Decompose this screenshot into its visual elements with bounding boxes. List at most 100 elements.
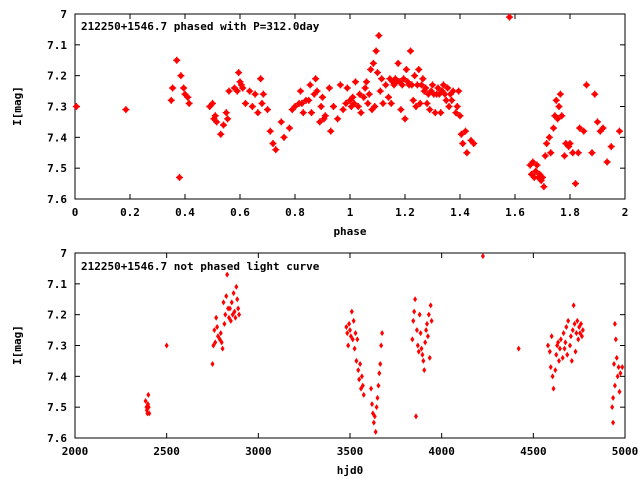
data-point (211, 112, 219, 120)
data-point (354, 103, 362, 110)
data-point (359, 373, 364, 380)
data-point (434, 84, 442, 92)
data-point (225, 87, 233, 95)
data-point (576, 336, 581, 343)
data-point (423, 339, 428, 346)
data-point (576, 124, 584, 132)
data-point (254, 109, 262, 117)
data-point (459, 140, 467, 147)
unphased-x-tick-label: 3500 (337, 445, 364, 458)
data-point (554, 351, 559, 358)
data-point (377, 370, 382, 377)
data-point (556, 339, 561, 346)
data-point (539, 173, 546, 181)
data-point (259, 90, 267, 98)
data-point (378, 361, 383, 367)
phased-x-tick-label: 1.8 (560, 206, 580, 219)
data-point (361, 84, 369, 92)
data-point (424, 327, 429, 334)
phased-x-tick-label: 2 (622, 206, 629, 219)
data-point (72, 103, 80, 110)
data-point (463, 149, 471, 157)
data-point (224, 115, 232, 123)
data-point (616, 127, 623, 135)
data-point (363, 78, 370, 86)
data-point (533, 161, 541, 169)
data-point (367, 66, 375, 73)
data-point (612, 361, 616, 367)
data-point (357, 376, 362, 383)
data-point (599, 124, 607, 132)
data-point (455, 87, 463, 95)
data-point (572, 320, 577, 327)
data-point (213, 339, 218, 346)
data-point (312, 75, 320, 83)
data-point (564, 324, 569, 330)
data-point (552, 96, 560, 104)
data-point (569, 357, 574, 364)
unphased-chart-title: 212250+1546.7 not phased light curve (81, 260, 320, 273)
data-point (371, 103, 379, 110)
data-point (556, 90, 564, 98)
data-point (353, 330, 358, 337)
data-point (453, 103, 461, 110)
unphased-x-tick-label: 2500 (153, 445, 180, 458)
data-point (379, 99, 387, 107)
data-point (147, 410, 152, 417)
data-point (220, 121, 227, 129)
data-point (565, 351, 570, 358)
data-point (227, 305, 232, 312)
data-point (229, 299, 234, 306)
data-point (248, 103, 256, 110)
data-point (401, 115, 409, 123)
data-point (373, 428, 378, 435)
data-point (342, 99, 350, 107)
data-point (546, 342, 550, 349)
data-point (431, 109, 439, 117)
data-point (444, 84, 452, 92)
data-point (351, 317, 356, 324)
data-point (506, 13, 513, 21)
data-point (462, 127, 469, 135)
data-point (349, 93, 357, 101)
data-point (234, 283, 239, 290)
data-point (610, 404, 615, 411)
data-point (223, 311, 228, 318)
phased-x-tick-label: 1.2 (395, 206, 415, 219)
data-point (358, 361, 363, 367)
data-point (412, 308, 417, 315)
phased-x-tick-label: 1.4 (450, 206, 470, 219)
data-point (561, 152, 568, 160)
data-point (215, 324, 220, 330)
unphased-y-tick-label: 7.4 (47, 370, 67, 383)
data-point (372, 47, 380, 55)
data-point (369, 385, 374, 392)
data-point (414, 327, 419, 334)
data-point (555, 103, 563, 110)
data-point (594, 118, 601, 126)
data-point (305, 96, 313, 104)
data-point (220, 345, 225, 352)
data-point (412, 103, 420, 110)
data-point (222, 320, 227, 327)
data-point (413, 81, 421, 89)
data-point (558, 112, 566, 120)
data-point (402, 66, 410, 73)
data-point (437, 109, 445, 117)
data-point (566, 317, 571, 324)
data-point (339, 106, 347, 114)
phased-x-tick-label: 0.6 (230, 206, 250, 219)
data-point (369, 59, 377, 67)
data-point (550, 124, 557, 132)
data-point (409, 96, 417, 104)
data-point (360, 93, 368, 101)
data-point (560, 354, 565, 361)
data-point (334, 115, 342, 123)
data-point (173, 56, 181, 64)
data-point (612, 320, 617, 327)
data-point (280, 133, 288, 141)
unphased-y-axis-label: I[mag] (11, 325, 24, 365)
data-point (272, 146, 280, 154)
data-point (547, 348, 552, 355)
